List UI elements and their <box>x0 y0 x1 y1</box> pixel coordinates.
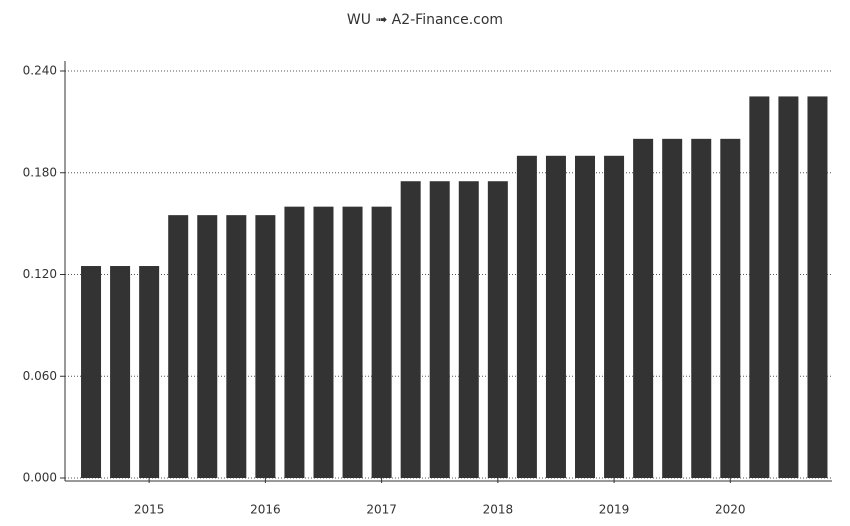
bar <box>662 138 683 479</box>
bar <box>342 206 363 478</box>
y-tick-label: 0.240 <box>23 64 57 78</box>
bar <box>458 181 479 478</box>
x-tick-label: 2019 <box>599 503 630 517</box>
y-tick-label: 0.060 <box>23 369 57 383</box>
bar <box>720 138 741 479</box>
bar <box>429 181 450 478</box>
bar <box>284 206 305 478</box>
x-tick-label: 2020 <box>715 503 746 517</box>
bar <box>691 138 712 479</box>
x-tick-label: 2015 <box>134 503 165 517</box>
chart-title: WU ➟ A2-Finance.com <box>347 12 503 28</box>
bar <box>545 155 566 478</box>
bar <box>516 155 537 478</box>
bar <box>226 215 247 479</box>
x-tick-label: 2018 <box>483 503 514 517</box>
bar <box>197 215 218 479</box>
bar <box>749 96 770 478</box>
bar <box>575 155 596 478</box>
x-tick-label: 2017 <box>366 503 397 517</box>
bar <box>313 206 334 478</box>
bar <box>139 266 160 478</box>
bar <box>778 96 799 478</box>
y-tick-label: 0.120 <box>23 267 57 281</box>
bar <box>487 181 508 478</box>
bar <box>255 215 276 479</box>
y-tick-label: 0.180 <box>23 165 57 179</box>
x-tick-label: 2016 <box>250 503 281 517</box>
bar <box>371 206 392 478</box>
bar <box>110 266 131 478</box>
bar <box>400 181 421 478</box>
bar <box>807 96 828 478</box>
bar <box>81 266 102 478</box>
y-tick-label: 0.000 <box>23 471 57 485</box>
bar <box>168 215 189 479</box>
bar <box>604 155 625 478</box>
bar <box>633 138 654 479</box>
